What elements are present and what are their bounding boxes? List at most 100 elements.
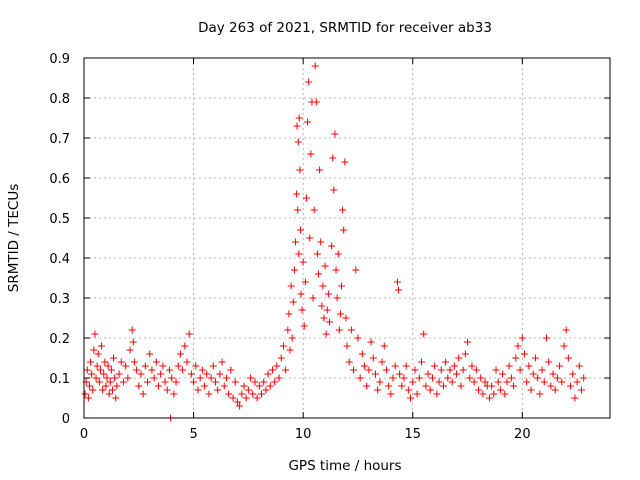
data-point: [305, 78, 313, 86]
data-point: [395, 286, 403, 294]
data-point: [398, 382, 406, 390]
data-point: [365, 366, 373, 374]
data-point: [129, 338, 137, 346]
data-point: [157, 370, 165, 378]
data-point: [315, 270, 323, 278]
data-point: [312, 98, 320, 106]
data-point: [404, 386, 412, 394]
data-point: [85, 382, 93, 390]
data-point: [521, 350, 529, 358]
data-point: [130, 358, 138, 366]
data-point: [396, 370, 404, 378]
data-point: [523, 378, 531, 386]
data-point: [542, 334, 550, 342]
data-point: [446, 366, 454, 374]
data-point: [479, 390, 487, 398]
data-point: [298, 306, 306, 314]
data-point: [316, 166, 324, 174]
data-point: [222, 374, 230, 382]
data-point: [311, 62, 319, 70]
data-point: [133, 366, 141, 374]
data-point: [225, 390, 233, 398]
data-point: [107, 366, 115, 374]
data-point: [309, 294, 317, 302]
data-point: [318, 302, 326, 310]
data-point: [119, 378, 127, 386]
data-point: [277, 354, 285, 362]
data-point: [172, 378, 180, 386]
data-point: [411, 366, 419, 374]
data-point: [481, 378, 489, 386]
data-point: [260, 378, 268, 386]
data-point: [293, 190, 301, 198]
data-point: [442, 358, 450, 366]
data-point: [310, 206, 318, 214]
data-point: [102, 382, 110, 390]
data-point: [301, 278, 309, 286]
data-point: [165, 366, 173, 374]
data-point: [455, 354, 463, 362]
data-point: [492, 366, 500, 374]
data-point: [324, 290, 332, 298]
data-point: [340, 226, 348, 234]
data-point: [335, 326, 343, 334]
data-point: [376, 378, 384, 386]
plot-frame: [83, 57, 611, 419]
data-point: [236, 402, 244, 410]
data-point: [545, 358, 553, 366]
data-point: [567, 382, 575, 390]
data-point: [333, 294, 341, 302]
data-point: [321, 262, 329, 270]
data-point: [92, 374, 100, 382]
data-point: [168, 374, 176, 382]
data-point: [106, 378, 114, 386]
y-tick-label: 0.4: [49, 252, 70, 267]
data-point: [289, 298, 297, 306]
data-point: [297, 290, 305, 298]
data-point: [247, 374, 255, 382]
data-point: [155, 382, 163, 390]
data-point: [104, 362, 112, 370]
data-point: [361, 362, 369, 370]
data-point: [341, 158, 349, 166]
data-point: [128, 326, 136, 334]
data-point: [238, 390, 246, 398]
data-point: [95, 378, 103, 386]
data-point: [470, 378, 478, 386]
data-point: [464, 338, 472, 346]
data-point: [94, 350, 102, 358]
data-point: [573, 378, 581, 386]
data-point: [307, 150, 315, 158]
data-point: [422, 382, 430, 390]
data-point: [345, 358, 353, 366]
data-point: [255, 382, 263, 390]
data-point: [564, 354, 572, 362]
data-point: [371, 370, 379, 378]
data-point: [266, 382, 274, 390]
data-point: [286, 346, 294, 354]
data-point: [329, 154, 337, 162]
data-point: [159, 362, 167, 370]
data-point: [83, 366, 91, 374]
data-point: [300, 322, 308, 330]
data-point: [242, 394, 250, 402]
data-point: [389, 374, 397, 382]
data-point: [531, 354, 539, 362]
data-point: [556, 362, 564, 370]
data-point: [468, 362, 476, 370]
y-tick-label: 0.5: [49, 212, 70, 227]
data-point: [385, 382, 393, 390]
data-point: [190, 378, 198, 386]
data-point: [98, 342, 106, 350]
data-point: [198, 366, 206, 374]
data-point: [205, 390, 213, 398]
y-tick-label: 0.8: [49, 92, 70, 107]
y-tick-label: 0: [62, 412, 70, 427]
data-point: [332, 266, 340, 274]
data-point: [152, 358, 160, 366]
data-point: [400, 374, 408, 382]
data-point: [496, 386, 504, 394]
data-point: [111, 374, 119, 382]
data-point: [512, 354, 520, 362]
data-point: [295, 114, 303, 122]
